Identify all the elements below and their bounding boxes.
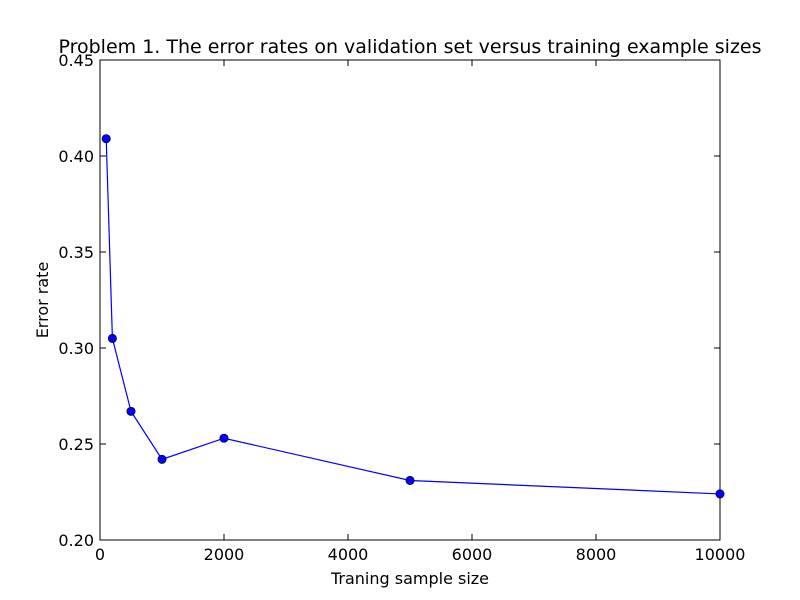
y-tick-label: 0.25 xyxy=(58,435,94,454)
x-tick-label: 0 xyxy=(95,545,105,564)
data-point xyxy=(715,489,725,499)
y-tick-label: 0.35 xyxy=(58,243,94,262)
y-tick-label: 0.45 xyxy=(58,51,94,70)
data-point xyxy=(126,406,136,416)
y-tick-label: 0.20 xyxy=(58,531,94,550)
data-point xyxy=(101,134,111,144)
x-tick-label: 4000 xyxy=(328,545,369,564)
data-point xyxy=(219,433,229,443)
data-point xyxy=(157,454,167,464)
data-point xyxy=(107,333,117,343)
x-tick-label: 8000 xyxy=(576,545,617,564)
series-layer xyxy=(101,134,725,499)
y-axis-ticks: 0.20 0.25 0.30 0.35 0.40 0.45 xyxy=(58,51,720,550)
x-axis-ticks: 0 2000 4000 6000 8000 10000 xyxy=(95,60,746,564)
x-tick-label: 6000 xyxy=(452,545,493,564)
series-line xyxy=(105,138,721,495)
plot-frame xyxy=(99,59,721,541)
y-tick-label: 0.30 xyxy=(58,339,94,358)
chart-title: Problem 1. The error rates on validation… xyxy=(58,36,761,58)
x-tick-label: 10000 xyxy=(695,545,746,564)
y-tick-label: 0.40 xyxy=(58,147,94,166)
y-axis-label: Error rate xyxy=(33,262,52,339)
x-tick-label: 2000 xyxy=(204,545,245,564)
x-axis-label: Traning sample size xyxy=(330,569,489,588)
data-point xyxy=(405,475,415,485)
